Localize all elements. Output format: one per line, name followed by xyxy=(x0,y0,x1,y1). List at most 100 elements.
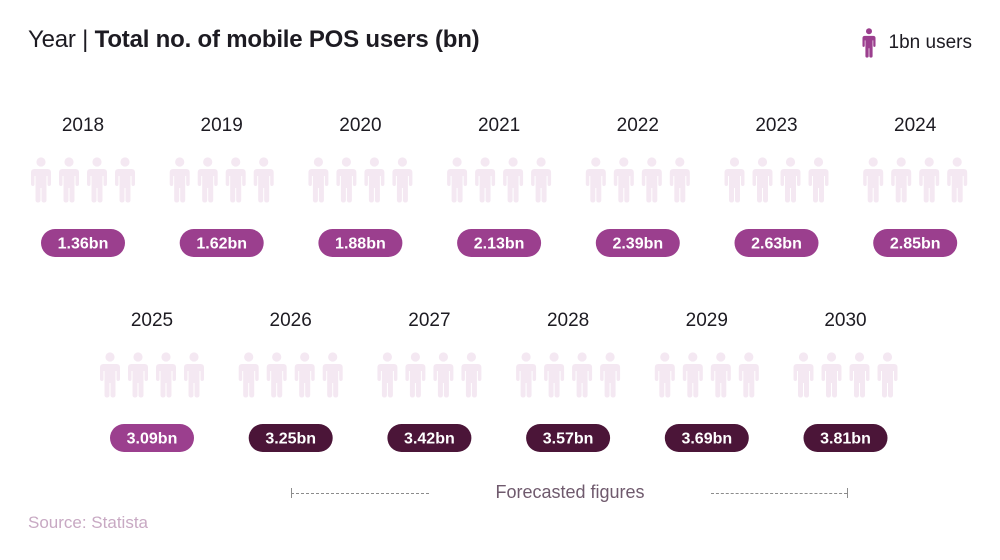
person-icon xyxy=(808,157,829,203)
legend: 1bn users xyxy=(861,28,972,58)
person-icon xyxy=(544,352,565,398)
person-icon xyxy=(669,157,690,203)
person-icon xyxy=(322,352,343,398)
person-icon xyxy=(156,352,176,398)
person-icon xyxy=(585,157,606,203)
year-label: 2020 xyxy=(339,115,381,136)
year-label: 2029 xyxy=(686,310,728,331)
forecast-dash-right xyxy=(711,493,847,494)
person-icon xyxy=(184,352,204,398)
person-icon xyxy=(793,352,814,398)
value-pill xyxy=(41,229,125,257)
person-icon xyxy=(947,157,968,203)
year-group-2026: 2026 3.25bn xyxy=(238,310,343,452)
person-icon xyxy=(475,157,496,203)
value-label: 1.62bn xyxy=(196,236,247,253)
person-icon xyxy=(682,352,703,398)
year-label: 2026 xyxy=(270,310,312,331)
value-label: 2.63bn xyxy=(751,236,802,253)
year-label: 2023 xyxy=(755,115,797,136)
year-group-2018: 2018 1.36bn xyxy=(31,115,135,257)
pictogram-chart: 2018 1.36bn 2019 1.62bn 2020 1.88bn 2021 2.13bn… xyxy=(31,115,968,452)
value-label: 2.39bn xyxy=(612,236,663,253)
year-label: 2019 xyxy=(201,115,243,136)
person-icon xyxy=(613,157,634,203)
person-icon xyxy=(87,157,107,203)
person-icon xyxy=(364,157,385,203)
year-label: 2030 xyxy=(824,310,866,331)
value-label: 3.25bn xyxy=(265,431,316,448)
person-icon xyxy=(821,352,842,398)
value-pill xyxy=(873,229,958,257)
year-group-2019: 2019 1.62bn xyxy=(169,115,274,257)
source-note: Source: Statista xyxy=(28,513,149,532)
person-icon xyxy=(531,157,552,203)
person-icon xyxy=(780,157,801,203)
year-group-2030: 2030 3.81bn xyxy=(793,310,898,452)
person-icon xyxy=(600,352,621,398)
person-icon xyxy=(461,352,482,398)
person-icon xyxy=(572,352,593,398)
person-icon xyxy=(238,352,259,398)
year-label: 2028 xyxy=(547,310,589,331)
value-pill xyxy=(664,424,749,452)
person-icon xyxy=(100,352,120,398)
person-icon xyxy=(31,157,51,203)
year-group-2022: 2022 2.39bn xyxy=(585,115,690,257)
year-label: 2025 xyxy=(131,310,173,331)
person-icon xyxy=(336,157,357,203)
value-pill xyxy=(248,424,333,452)
value-label: 3.69bn xyxy=(681,431,732,448)
value-label: 3.81bn xyxy=(820,431,871,448)
value-label: 3.42bn xyxy=(404,431,455,448)
year-label: 2027 xyxy=(408,310,450,331)
person-icon xyxy=(115,157,135,203)
person-icon xyxy=(405,352,426,398)
value-pill xyxy=(179,229,264,257)
chart-title: Year | Total no. of mobile POS users (bn… xyxy=(28,26,480,54)
forecast-dash-left xyxy=(291,493,429,494)
year-label: 2022 xyxy=(617,115,659,136)
person-icon xyxy=(128,352,148,398)
person-icon xyxy=(738,352,759,398)
person-icon xyxy=(724,157,745,203)
person-icon xyxy=(503,157,524,203)
value-label: 3.09bn xyxy=(127,431,178,448)
legend-label: 1bn users xyxy=(888,32,972,53)
value-pill xyxy=(803,424,888,452)
person-icon xyxy=(392,157,413,203)
person-icon xyxy=(641,157,662,203)
person-icon xyxy=(863,157,884,203)
forecast-tick-right xyxy=(847,488,848,498)
person-icon xyxy=(516,352,537,398)
person-icon xyxy=(447,157,468,203)
year-group-2028: 2028 3.57bn xyxy=(516,310,621,452)
value-pill xyxy=(110,424,194,452)
person-icon xyxy=(891,157,912,203)
year-group-2023: 2023 2.63bn xyxy=(724,115,829,257)
value-label: 2.13bn xyxy=(474,236,525,253)
year-label: 2018 xyxy=(62,115,104,136)
person-icon xyxy=(433,352,454,398)
person-icon xyxy=(197,157,218,203)
year-group-2020: 2020 1.88bn xyxy=(308,115,413,257)
person-icon xyxy=(266,352,287,398)
year-group-2025: 2025 3.09bn xyxy=(100,310,204,452)
person-icon xyxy=(877,352,898,398)
forecast-indicator: Forecasted figures xyxy=(0,480,1000,506)
title-main: Total no. of mobile POS users (bn) xyxy=(94,26,480,53)
value-pill xyxy=(595,229,680,257)
title-prefix: Year | xyxy=(28,26,95,53)
year-group-2027: 2027 3.42bn xyxy=(377,310,482,452)
person-icon xyxy=(862,28,876,58)
value-pill xyxy=(387,424,472,452)
person-icon xyxy=(294,352,315,398)
value-label: 3.57bn xyxy=(543,431,594,448)
value-pill xyxy=(526,424,611,452)
year-label: 2024 xyxy=(894,115,937,136)
value-label: 2.85bn xyxy=(890,236,941,253)
person-icon xyxy=(225,157,246,203)
person-icon xyxy=(919,157,940,203)
value-pill xyxy=(318,229,403,257)
person-icon xyxy=(253,157,274,203)
